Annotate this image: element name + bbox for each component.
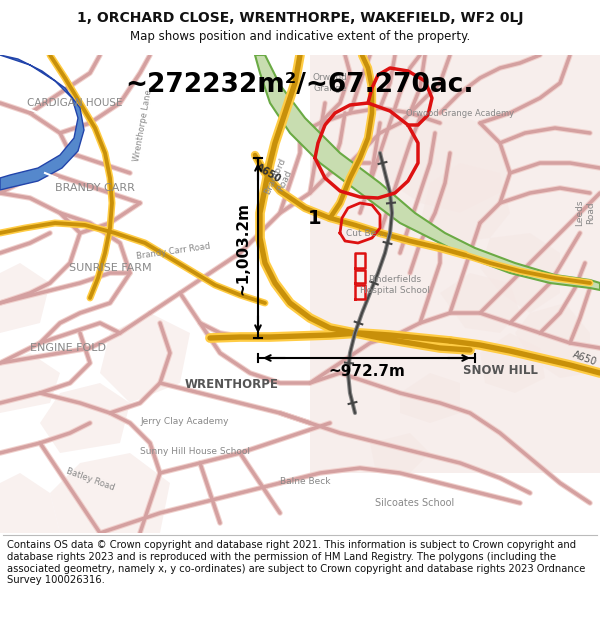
Polygon shape [370, 103, 510, 213]
Text: CARDIGAN HOUSE: CARDIGAN HOUSE [27, 98, 123, 108]
Text: ~272232m²/~67.270ac.: ~272232m²/~67.270ac. [126, 72, 474, 98]
Polygon shape [515, 303, 590, 378]
Text: A650: A650 [253, 162, 283, 184]
Polygon shape [420, 163, 510, 243]
Text: Silcoates School: Silcoates School [376, 498, 455, 508]
Text: Balne Beck: Balne Beck [280, 476, 330, 486]
Text: Contains OS data © Crown copyright and database right 2021. This information is : Contains OS data © Crown copyright and d… [7, 541, 586, 585]
Polygon shape [0, 353, 60, 413]
Text: SNOW HILL: SNOW HILL [463, 364, 538, 378]
Text: ~1,003.2m: ~1,003.2m [235, 201, 251, 294]
Text: Cut Be...: Cut Be... [346, 229, 385, 238]
Polygon shape [400, 373, 460, 423]
Polygon shape [370, 433, 430, 473]
Text: Jerry Clay Academy: Jerry Clay Academy [141, 416, 229, 426]
Text: M1: M1 [14, 81, 30, 99]
Text: BRANDY CARR: BRANDY CARR [55, 183, 135, 193]
Polygon shape [50, 453, 170, 533]
Polygon shape [480, 333, 545, 393]
Text: Pinderfields
Hospital School: Pinderfields Hospital School [360, 275, 430, 295]
Text: ENGINE FOLD: ENGINE FOLD [30, 343, 106, 353]
Text: Brandy Carr Road: Brandy Carr Road [136, 241, 211, 261]
Text: SUNRISE FARM: SUNRISE FARM [68, 263, 151, 273]
Polygon shape [100, 313, 190, 403]
Text: 1, ORCHARD CLOSE, WRENTHORPE, WAKEFIELD, WF2 0LJ: 1, ORCHARD CLOSE, WRENTHORPE, WAKEFIELD,… [77, 11, 523, 25]
Polygon shape [0, 473, 60, 533]
Text: 1: 1 [308, 209, 322, 227]
Polygon shape [0, 263, 50, 333]
Polygon shape [0, 55, 84, 190]
Text: WRENTHORPE: WRENTHORPE [185, 379, 279, 391]
Text: Wrenthorpe Lane: Wrenthorpe Lane [132, 88, 154, 162]
Text: Bradford
Road: Bradford Road [263, 156, 297, 200]
Text: Sunny Hill House School: Sunny Hill House School [140, 446, 250, 456]
Polygon shape [480, 233, 560, 313]
Polygon shape [255, 55, 600, 290]
Bar [310, 53, 600, 473]
Text: Leeds
Road: Leeds Road [575, 200, 595, 226]
Text: Orwood
Grange: Orwood Grange [313, 73, 347, 92]
Text: Orwood Grange Academy: Orwood Grange Academy [406, 109, 514, 118]
Text: Batley Road: Batley Road [65, 466, 115, 492]
Text: ~972.7m: ~972.7m [328, 364, 405, 379]
Text: Map shows position and indicative extent of the property.: Map shows position and indicative extent… [130, 30, 470, 43]
Polygon shape [40, 383, 130, 453]
Polygon shape [440, 273, 520, 333]
Text: A650: A650 [571, 349, 599, 367]
